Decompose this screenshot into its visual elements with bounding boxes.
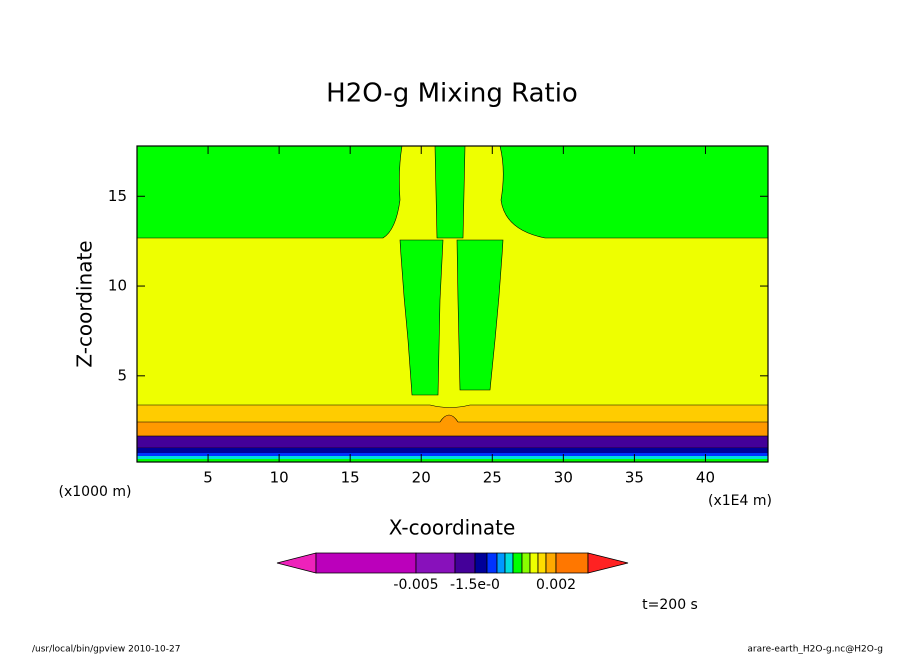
field-green-column: [434, 145, 466, 239]
colorbar-segment: [555, 552, 589, 574]
colorbar-segment: [521, 552, 531, 574]
x-unit-label: (x1E4 m): [708, 493, 772, 509]
colorbar-segment: [512, 552, 523, 574]
x-tick-label: 20: [412, 469, 431, 487]
colorbar-segment: [486, 552, 498, 574]
contour-field: [136, 145, 769, 463]
colorbar-segment: [545, 552, 557, 574]
footer-right: arare-earth_H2O-g.nc@H2O-g: [747, 645, 883, 654]
y-tick-label: 5: [117, 366, 127, 384]
x-tick-label: 25: [483, 469, 502, 487]
x-tick-label: 15: [341, 469, 360, 487]
colorbar-segment: [315, 552, 417, 574]
field-purple: [136, 435, 769, 449]
x-tick-label: 10: [270, 469, 289, 487]
colorbar-tick-label: -0.005: [393, 577, 438, 593]
y-tick-label: 10: [108, 277, 127, 295]
field-navy: [137, 448, 768, 453]
field-blue: [137, 453, 768, 456]
footer-left: /usr/local/bin/gpview 2010-10-27: [32, 645, 180, 654]
field-green-blob-right: [456, 239, 504, 391]
y-axis-label: Z-coordinate: [73, 240, 97, 367]
x-tick-label: 35: [625, 469, 644, 487]
time-label: t=200 s: [642, 597, 698, 613]
colorbar-segment: [415, 552, 456, 574]
colorbar-segment: [496, 552, 506, 574]
colorbar-segment: [587, 552, 629, 574]
field-green-bottom: [137, 459, 768, 462]
colorbar-segment: [474, 552, 488, 574]
colorbar-segment: [504, 552, 514, 574]
field-green-blob-left: [399, 239, 444, 396]
x-tick-label: 40: [696, 469, 715, 487]
chart-title: H2O-g Mixing Ratio: [326, 79, 578, 109]
field-cyan: [137, 456, 768, 459]
x-axis-label: X-coordinate: [389, 516, 516, 540]
colorbar-segment: [537, 552, 547, 574]
y-unit-label: (x1000 m): [59, 484, 132, 500]
colorbar-tick-label: -1.5e-0: [450, 577, 500, 593]
colorbar-segment: [276, 552, 317, 574]
x-tick-label: 5: [203, 469, 213, 487]
x-tick-label: 30: [554, 469, 573, 487]
colorbar-segment: [454, 552, 476, 574]
field-green-top-right: [499, 145, 769, 239]
colorbar-tick-label: 0.002: [536, 577, 576, 593]
plot-frame: [136, 145, 769, 463]
colorbar-segment: [529, 552, 539, 574]
colorbar: -0.005 -1.5e-0 0.002: [276, 552, 629, 593]
y-tick-label: 15: [108, 187, 127, 205]
field-green-top-left: [136, 145, 403, 239]
